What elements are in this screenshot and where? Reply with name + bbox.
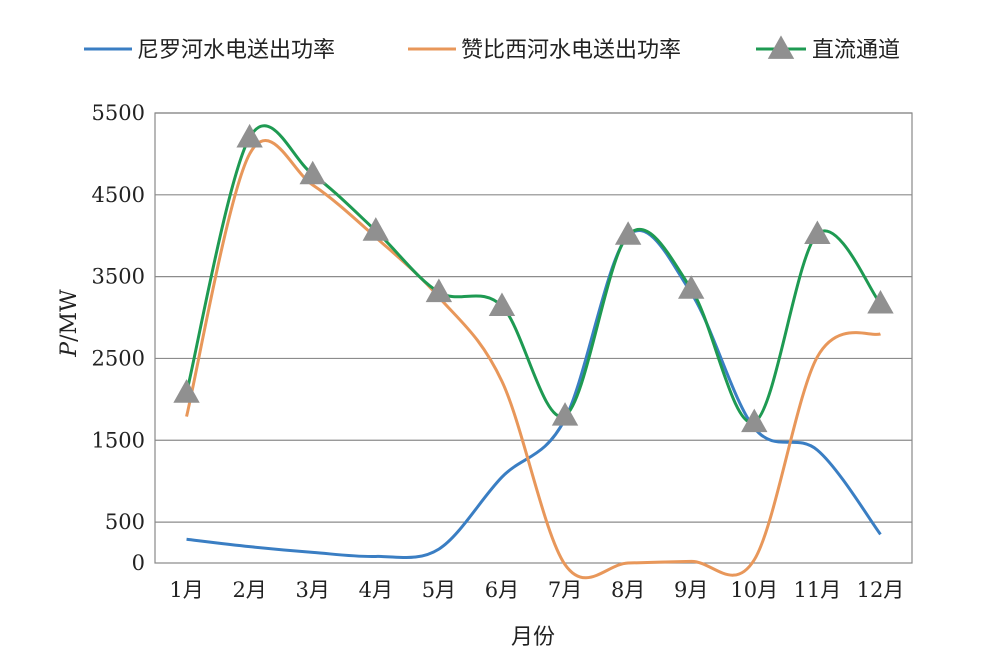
data-point-marker: [173, 379, 200, 403]
legend-item: 赞比西河水电送出功率: [408, 38, 681, 63]
legend-label: 尼罗河水电送出功率: [137, 38, 335, 63]
x-tick-label: 2月: [232, 578, 266, 602]
gridlines: [155, 112, 912, 523]
y-tick-label: 4500: [92, 183, 145, 207]
series-layer: [173, 123, 894, 580]
y-tick-label: 3500: [92, 265, 145, 289]
x-tick-label: 5月: [422, 578, 456, 602]
legend-label: 赞比西河水电送出功率: [461, 38, 681, 63]
data-point-marker: [236, 123, 263, 148]
x-axis-title: 月份: [511, 625, 555, 650]
y-tick-label: 0: [132, 551, 145, 575]
series-2: [185, 139, 881, 580]
data-point-marker: [299, 160, 326, 185]
x-tick-label: 10月: [730, 578, 778, 602]
data-point-marker: [614, 221, 642, 245]
x-tick-label: 3月: [296, 578, 330, 602]
x-tick-label: 8月: [611, 578, 645, 602]
x-tick-label: 9月: [674, 578, 708, 602]
x-tick-label: 7月: [548, 578, 582, 602]
y-tick-label: 1500: [92, 428, 145, 452]
x-tick-label: 1月: [169, 578, 203, 602]
data-point-marker: [741, 408, 768, 433]
data-point-marker: [867, 289, 894, 314]
series-line: [186, 228, 882, 560]
series-3: [173, 123, 894, 433]
x-tick-label: 12月: [857, 578, 905, 602]
series-1: [186, 228, 882, 560]
legend: 尼罗河水电送出功率 赞比西河水电送出功率 直流通道: [84, 35, 900, 63]
x-tick-label: 11月: [794, 578, 842, 602]
y-tick-label: 2500: [92, 346, 145, 370]
data-point-marker: [804, 220, 831, 244]
series-line: [185, 139, 881, 580]
legend-marker: [767, 35, 795, 59]
y-tick-label: 500: [105, 510, 145, 534]
plot-area: [154, 112, 913, 564]
x-tick-label: 6月: [485, 578, 519, 602]
data-point-marker: [678, 275, 705, 299]
plot-frame: [154, 112, 913, 564]
y-tick-label: 5500: [92, 101, 145, 125]
data-point-marker: [488, 292, 516, 316]
x-axis-ticks: 1月 2月 3月 4月 5月 6月 7月 8月 9月 10月 11月 12月: [169, 578, 904, 602]
y-axis-title: P/MW: [57, 289, 82, 358]
legend-item: 直流通道: [756, 35, 900, 63]
y-axis-ticks: 0 500 1500 2500 3500 4500 5500: [92, 101, 145, 575]
data-point-marker: [551, 402, 579, 426]
series-line: [185, 124, 882, 424]
x-tick-label: 4月: [359, 578, 393, 602]
data-point-marker: [362, 217, 389, 241]
legend-item: 尼罗河水电送出功率: [84, 38, 335, 63]
legend-label: 直流通道: [812, 38, 900, 63]
data-point-marker: [425, 278, 453, 303]
